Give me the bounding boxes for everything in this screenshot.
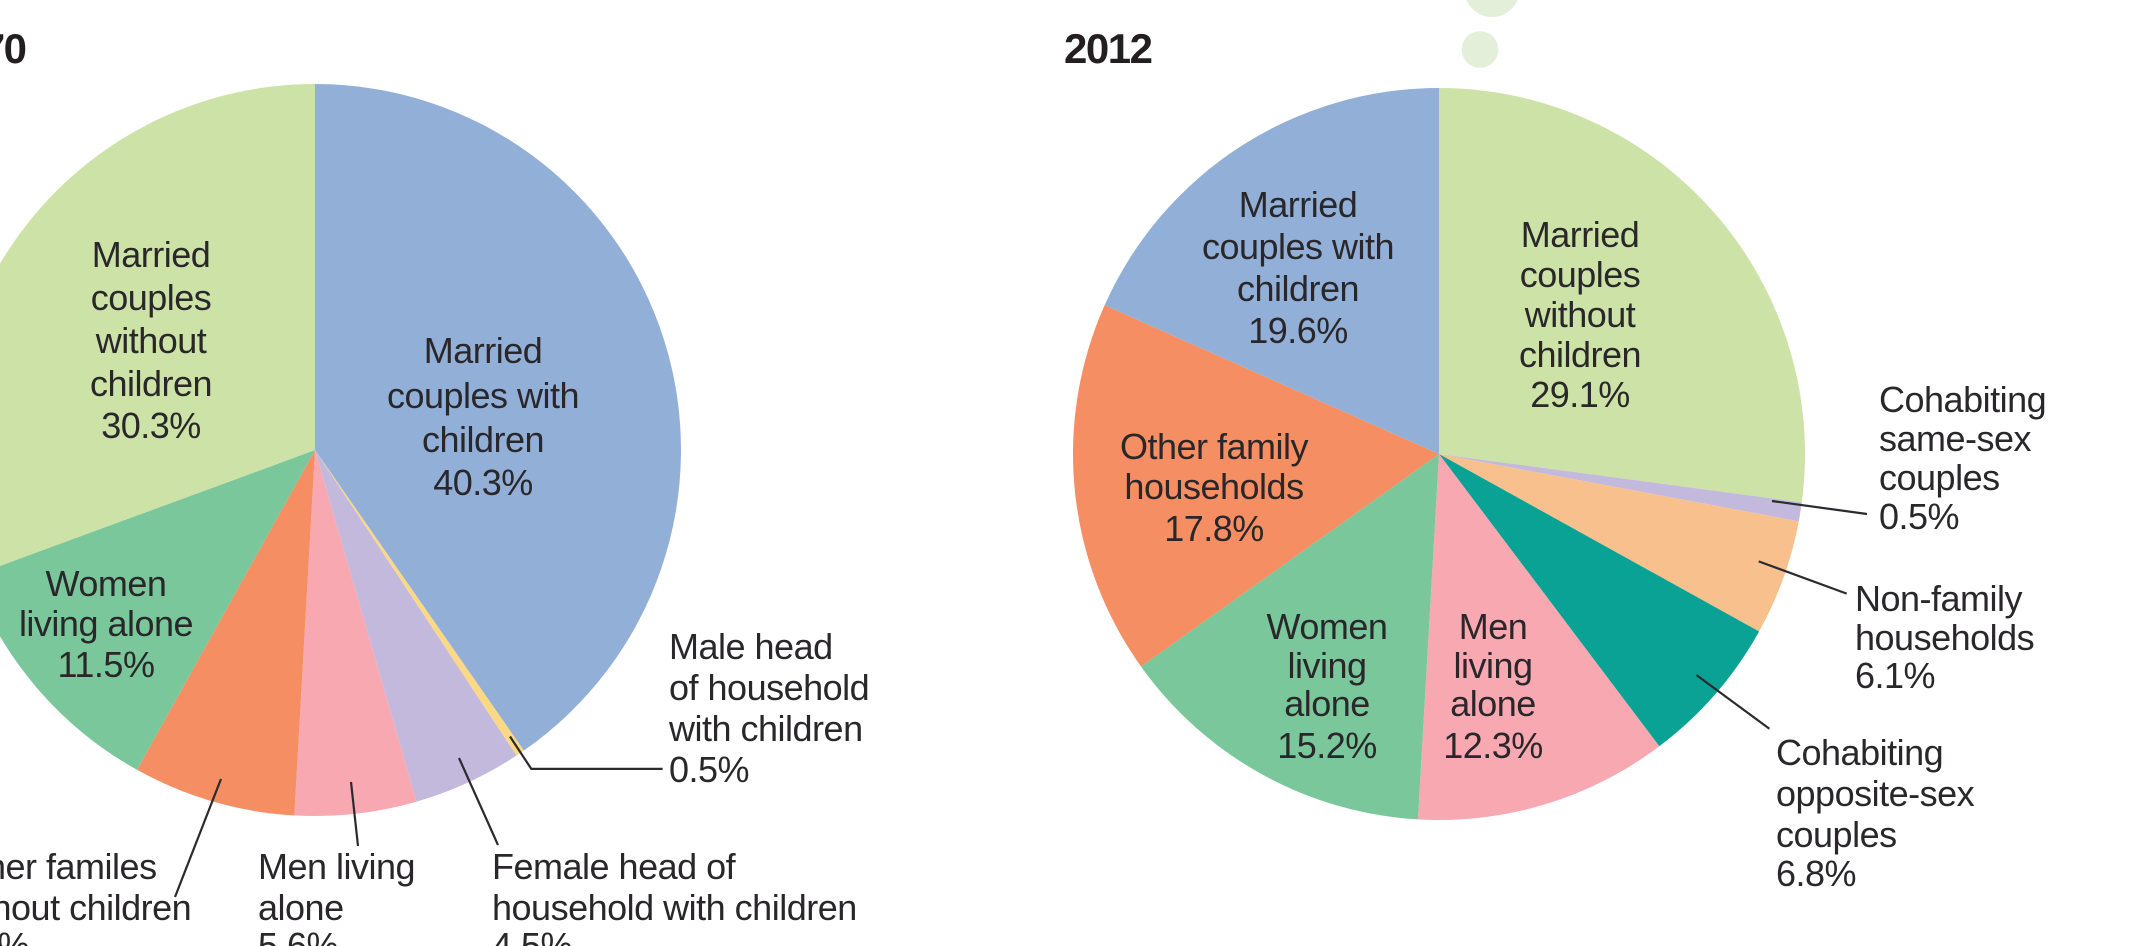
- svg-text:40.3%: 40.3%: [433, 462, 533, 503]
- svg-text:Female head of: Female head of: [492, 846, 737, 887]
- svg-text:couples: couples: [1520, 254, 1641, 295]
- svg-text:5.6%: 5.6%: [258, 925, 338, 946]
- svg-text:15.2%: 15.2%: [1277, 725, 1377, 766]
- svg-text:households: households: [1124, 466, 1303, 507]
- svg-text:opposite-sex: opposite-sex: [1776, 773, 1975, 814]
- svg-text:households: households: [1855, 617, 2034, 658]
- svg-text:couples: couples: [1776, 814, 1897, 855]
- svg-text:4.5%: 4.5%: [492, 925, 572, 946]
- svg-text:17.8%: 17.8%: [1164, 508, 1264, 549]
- svg-text:Cohabiting: Cohabiting: [1879, 379, 2046, 420]
- svg-text:2012: 2012: [1064, 25, 1152, 72]
- svg-text:alone: alone: [1450, 683, 1536, 724]
- svg-text:living: living: [1287, 645, 1366, 686]
- svg-text:0.5%: 0.5%: [669, 749, 749, 790]
- svg-text:without children: without children: [0, 887, 191, 928]
- svg-text:11.5%: 11.5%: [58, 644, 155, 685]
- svg-text:29.1%: 29.1%: [1530, 374, 1630, 415]
- svg-text:without: without: [95, 320, 207, 361]
- svg-text:7.3%: 7.3%: [0, 925, 29, 946]
- svg-text:Men living: Men living: [258, 846, 415, 887]
- svg-text:6.1%: 6.1%: [1855, 655, 1935, 696]
- svg-text:living: living: [1453, 645, 1532, 686]
- svg-text:Other family: Other family: [1120, 426, 1309, 467]
- svg-text:12.3%: 12.3%: [1443, 725, 1543, 766]
- svg-text:Women: Women: [1267, 606, 1388, 647]
- svg-text:with children: with children: [668, 708, 863, 749]
- svg-text:children: children: [1519, 334, 1641, 375]
- svg-text:couples: couples: [1879, 457, 2000, 498]
- svg-text:0.5%: 0.5%: [1879, 496, 1959, 537]
- svg-text:Married: Married: [1239, 184, 1358, 225]
- svg-text:1970: 1970: [0, 25, 26, 72]
- svg-text:alone: alone: [1284, 683, 1370, 724]
- svg-text:6.8%: 6.8%: [1776, 853, 1856, 894]
- svg-text:household with children: household with children: [492, 887, 857, 928]
- svg-text:couples: couples: [91, 277, 212, 318]
- svg-text:Married: Married: [1521, 214, 1640, 255]
- svg-text:couples with: couples with: [1202, 226, 1394, 267]
- svg-text:Non-family: Non-family: [1855, 578, 2023, 619]
- svg-text:children: children: [422, 419, 544, 460]
- svg-text:30.3%: 30.3%: [101, 405, 201, 446]
- svg-text:Women: Women: [46, 563, 167, 604]
- svg-text:children: children: [90, 363, 212, 404]
- svg-text:same-sex: same-sex: [1879, 418, 2032, 459]
- svg-text:Married: Married: [424, 330, 543, 371]
- svg-text:Married: Married: [92, 234, 211, 275]
- svg-text:Cohabiting: Cohabiting: [1776, 732, 1943, 773]
- svg-text:19.6%: 19.6%: [1248, 310, 1348, 351]
- svg-text:Male head: Male head: [669, 626, 833, 667]
- svg-text:without: without: [1524, 294, 1636, 335]
- svg-text:couples with: couples with: [387, 375, 579, 416]
- svg-text:living alone: living alone: [19, 603, 193, 644]
- svg-text:of household: of household: [669, 667, 869, 708]
- svg-text:Men: Men: [1459, 606, 1528, 647]
- svg-text:children: children: [1237, 268, 1359, 309]
- svg-text:alone: alone: [258, 887, 344, 928]
- svg-text:Other familes: Other familes: [0, 846, 157, 887]
